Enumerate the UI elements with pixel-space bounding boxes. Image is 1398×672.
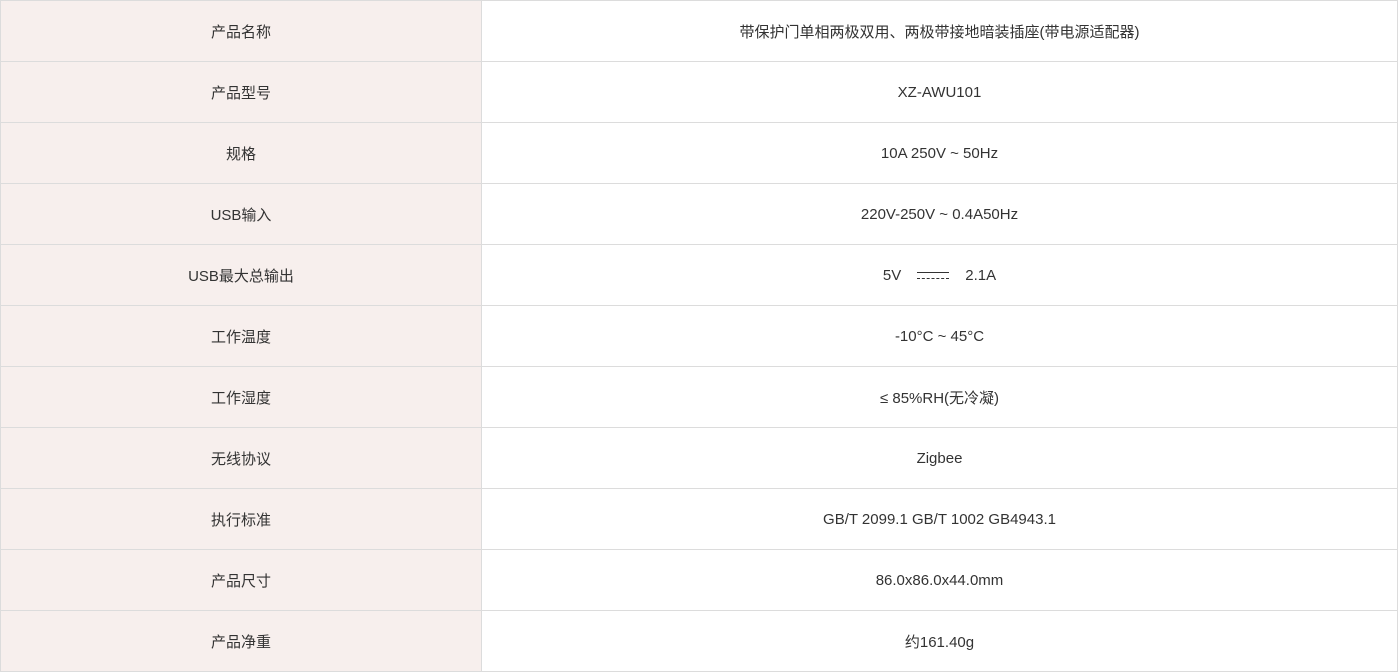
spec-value: 10A 250V ~ 50Hz	[481, 122, 1398, 184]
spec-value: -10°C ~ 45°C	[481, 305, 1398, 367]
spec-row: 产品名称 带保护门单相两极双用、两极带接地暗装插座(带电源适配器)	[0, 0, 1398, 62]
spec-label: 产品尺寸	[0, 549, 482, 611]
spec-value: ≤ 85%RH(无冷凝)	[481, 366, 1398, 428]
spec-row: USB输入 220V-250V ~ 0.4A50Hz	[0, 183, 1398, 245]
spec-value: GB/T 2099.1 GB/T 1002 GB4943.1	[481, 488, 1398, 550]
voltage: 5V	[882, 266, 902, 284]
dc-symbol-icon	[917, 271, 950, 280]
spec-row: 执行标准 GB/T 2099.1 GB/T 1002 GB4943.1	[0, 488, 1398, 550]
spec-row: 工作湿度 ≤ 85%RH(无冷凝)	[0, 366, 1398, 428]
spec-row: 产品尺寸 86.0x86.0x44.0mm	[0, 549, 1398, 611]
current: 2.1A	[965, 266, 997, 284]
spec-label: 无线协议	[0, 427, 482, 489]
spec-value: 220V-250V ~ 0.4A50Hz	[481, 183, 1398, 245]
spec-value: 带保护门单相两极双用、两极带接地暗装插座(带电源适配器)	[481, 0, 1398, 62]
spec-row: 产品型号 XZ-AWU101	[0, 61, 1398, 123]
spec-label: 产品型号	[0, 61, 482, 123]
spec-row: 无线协议 Zigbee	[0, 427, 1398, 489]
spec-label: 工作湿度	[0, 366, 482, 428]
spec-value: 约161.40g	[481, 610, 1398, 672]
spec-label: 产品净重	[0, 610, 482, 672]
spec-label: 产品名称	[0, 0, 482, 62]
spec-value: XZ-AWU101	[481, 61, 1398, 123]
spec-value: 5V 2.1A	[481, 244, 1398, 306]
spec-label: USB输入	[0, 183, 482, 245]
spec-label: USB最大总输出	[0, 244, 482, 306]
spec-label: 规格	[0, 122, 482, 184]
spec-value: 86.0x86.0x44.0mm	[481, 549, 1398, 611]
spec-row: 规格 10A 250V ~ 50Hz	[0, 122, 1398, 184]
spec-value: Zigbee	[481, 427, 1398, 489]
spec-label: 执行标准	[0, 488, 482, 550]
spec-row: 工作温度 -10°C ~ 45°C	[0, 305, 1398, 367]
spec-row: USB最大总输出 5V 2.1A	[0, 244, 1398, 306]
spec-row: 产品净重 约161.40g	[0, 610, 1398, 672]
spec-label: 工作温度	[0, 305, 482, 367]
